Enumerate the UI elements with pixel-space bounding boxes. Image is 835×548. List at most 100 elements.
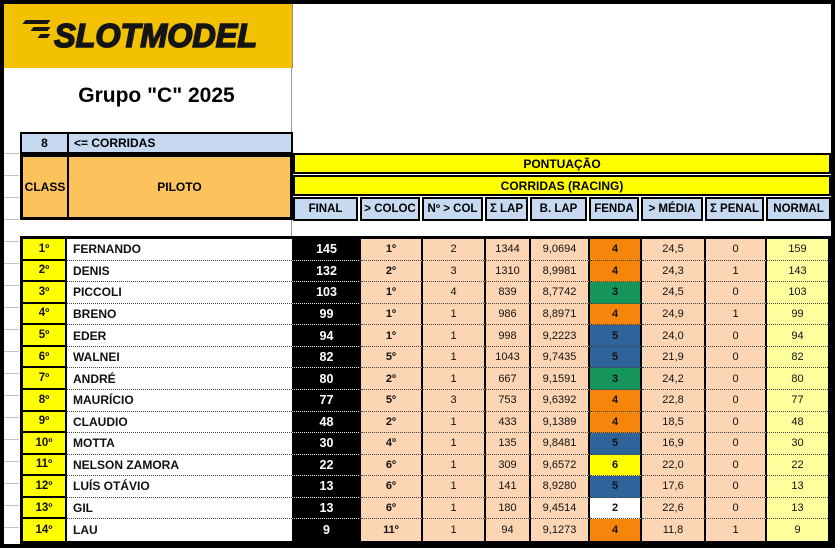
- cell-final[interactable]: 80: [294, 368, 361, 390]
- cell-class[interactable]: 7º: [23, 368, 67, 390]
- cell-normal[interactable]: 30: [767, 433, 828, 455]
- cell-sum-lap[interactable]: 141: [486, 476, 531, 498]
- cell-sum-lap[interactable]: 667: [486, 368, 531, 390]
- cell-pilot[interactable]: CLAUDIO: [67, 411, 294, 434]
- cell-penal[interactable]: 0: [706, 497, 767, 520]
- cell-b-lap[interactable]: 9,2223: [531, 325, 590, 347]
- cell-final[interactable]: 30: [294, 433, 361, 455]
- cell-coloc[interactable]: 2º: [361, 260, 423, 283]
- cell-penal[interactable]: 1: [706, 519, 767, 541]
- cell-n-col[interactable]: 1: [423, 325, 486, 347]
- cell-class[interactable]: 13º: [23, 497, 67, 520]
- cell-b-lap[interactable]: 8,7742: [531, 282, 590, 304]
- cell-b-lap[interactable]: 9,1389: [531, 411, 590, 434]
- cell-class[interactable]: 12º: [23, 476, 67, 498]
- cell-final[interactable]: 99: [294, 303, 361, 326]
- header-normal[interactable]: NORMAL: [766, 197, 831, 221]
- cell-penal[interactable]: 0: [706, 433, 767, 455]
- cell-media[interactable]: 11,8: [642, 519, 706, 541]
- cell-class[interactable]: 3º: [23, 282, 67, 304]
- header-b-lap[interactable]: B. LAP: [530, 197, 587, 221]
- header-final[interactable]: FINAL: [293, 197, 358, 221]
- cell-normal[interactable]: 48: [767, 411, 828, 434]
- cell-pilot[interactable]: MOTTA: [67, 433, 294, 455]
- cell-final[interactable]: 13: [294, 497, 361, 520]
- cell-fenda[interactable]: 4: [590, 519, 642, 541]
- cell-b-lap[interactable]: 9,6572: [531, 454, 590, 477]
- cell-fenda[interactable]: 2: [590, 497, 642, 520]
- cell-pilot[interactable]: ANDRÉ: [67, 368, 294, 390]
- class-column-header[interactable]: CLASS: [23, 157, 69, 217]
- cell-penal[interactable]: 0: [706, 454, 767, 477]
- cell-normal[interactable]: 99: [767, 303, 828, 326]
- cell-class[interactable]: 5º: [23, 325, 67, 347]
- cell-normal[interactable]: 103: [767, 282, 828, 304]
- corridas-racing-band[interactable]: CORRIDAS (RACING): [293, 175, 831, 196]
- header-sum-penal[interactable]: Σ PENAL: [705, 197, 764, 221]
- cell-fenda[interactable]: 5: [590, 325, 642, 347]
- cell-n-col[interactable]: 3: [423, 260, 486, 283]
- cell-media[interactable]: 24,5: [642, 282, 706, 304]
- cell-normal[interactable]: 13: [767, 476, 828, 498]
- cell-coloc[interactable]: 1º: [361, 325, 423, 347]
- cell-normal[interactable]: 22: [767, 454, 828, 477]
- cell-class[interactable]: 1º: [23, 239, 67, 261]
- header-fenda[interactable]: FENDA: [589, 197, 639, 221]
- cell-coloc[interactable]: 6º: [361, 497, 423, 520]
- cell-n-col[interactable]: 1: [423, 497, 486, 520]
- cell-sum-lap[interactable]: 753: [486, 389, 531, 412]
- cell-final[interactable]: 103: [294, 282, 361, 304]
- cell-pilot[interactable]: NELSON ZAMORA: [67, 454, 294, 477]
- cell-normal[interactable]: 143: [767, 260, 828, 283]
- cell-coloc[interactable]: 1º: [361, 282, 423, 304]
- cell-fenda[interactable]: 6: [590, 454, 642, 477]
- cell-pilot[interactable]: BRENO: [67, 303, 294, 326]
- cell-fenda[interactable]: 5: [590, 346, 642, 369]
- header-coloc[interactable]: > COLOC: [360, 197, 420, 221]
- cell-penal[interactable]: 0: [706, 411, 767, 434]
- cell-penal[interactable]: 0: [706, 368, 767, 390]
- cell-media[interactable]: 24,9: [642, 303, 706, 326]
- cell-normal[interactable]: 159: [767, 239, 828, 261]
- cell-pilot[interactable]: LAU: [67, 519, 294, 541]
- cell-coloc[interactable]: 1º: [361, 239, 423, 261]
- cell-coloc[interactable]: 1º: [361, 303, 423, 326]
- cell-fenda[interactable]: 4: [590, 260, 642, 283]
- cell-fenda[interactable]: 3: [590, 282, 642, 304]
- cell-fenda[interactable]: 3: [590, 368, 642, 390]
- cell-n-col[interactable]: 1: [423, 346, 486, 369]
- cell-sum-lap[interactable]: 986: [486, 303, 531, 326]
- cell-class[interactable]: 11º: [23, 454, 67, 477]
- cell-fenda[interactable]: 5: [590, 476, 642, 498]
- cell-pilot[interactable]: MAURÍCIO: [67, 389, 294, 412]
- cell-class[interactable]: 8º: [23, 389, 67, 412]
- cell-coloc[interactable]: 2º: [361, 411, 423, 434]
- cell-n-col[interactable]: 1: [423, 519, 486, 541]
- cell-coloc[interactable]: 11º: [361, 519, 423, 541]
- cell-class[interactable]: 9º: [23, 411, 67, 434]
- cell-pilot[interactable]: GIL: [67, 497, 294, 520]
- cell-n-col[interactable]: 2: [423, 239, 486, 261]
- cell-media[interactable]: 22,8: [642, 389, 706, 412]
- cell-b-lap[interactable]: 8,9981: [531, 260, 590, 283]
- cell-pilot[interactable]: PICCOLI: [67, 282, 294, 304]
- cell-media[interactable]: 22,6: [642, 497, 706, 520]
- cell-n-col[interactable]: 1: [423, 303, 486, 326]
- corridas-label-cell[interactable]: <= CORRIDAS: [74, 136, 156, 150]
- cell-sum-lap[interactable]: 433: [486, 411, 531, 434]
- cell-media[interactable]: 22,0: [642, 454, 706, 477]
- cell-media[interactable]: 16,9: [642, 433, 706, 455]
- cell-class[interactable]: 4º: [23, 303, 67, 326]
- corridas-count-cell[interactable]: 8: [22, 134, 69, 152]
- cell-sum-lap[interactable]: 839: [486, 282, 531, 304]
- cell-normal[interactable]: 77: [767, 389, 828, 412]
- cell-media[interactable]: 18,5: [642, 411, 706, 434]
- cell-penal[interactable]: 1: [706, 260, 767, 283]
- cell-media[interactable]: 17,6: [642, 476, 706, 498]
- cell-final[interactable]: 77: [294, 389, 361, 412]
- cell-final[interactable]: 48: [294, 411, 361, 434]
- cell-final[interactable]: 22: [294, 454, 361, 477]
- cell-media[interactable]: 24,0: [642, 325, 706, 347]
- cell-coloc[interactable]: 4º: [361, 433, 423, 455]
- cell-coloc[interactable]: 5º: [361, 346, 423, 369]
